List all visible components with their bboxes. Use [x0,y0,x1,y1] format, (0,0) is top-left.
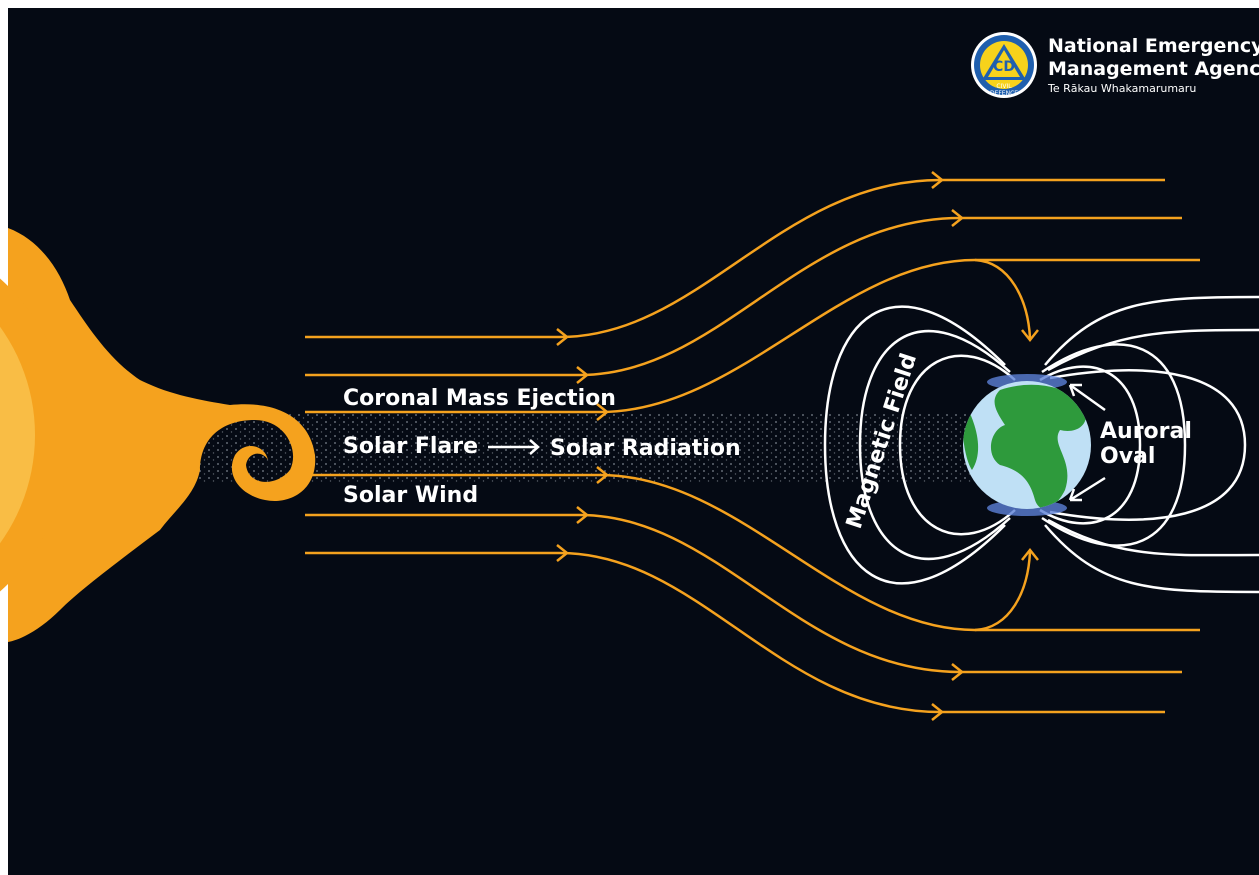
aurora-label: Oval [1100,444,1155,469]
diagram: Coronal Mass Ejection Solar Flare Solar … [0,0,1259,875]
logo-ring: DEFENCE [990,90,1018,97]
aurora-label: Auroral [1100,419,1192,444]
flare-label: Solar Flare [343,434,478,459]
org-name: Management Agency [1048,58,1259,80]
radiation-label: Solar Radiation [550,436,741,461]
org-name: National Emergency [1048,35,1259,57]
cme-label: Coronal Mass Ejection [343,386,616,411]
wind-label: Solar Wind [343,483,478,508]
logo-emblem: CD [993,59,1015,75]
logo-ring: CIVIL [996,83,1012,90]
org-subtitle: Te Rākau Whakamarumaru [1047,82,1196,95]
